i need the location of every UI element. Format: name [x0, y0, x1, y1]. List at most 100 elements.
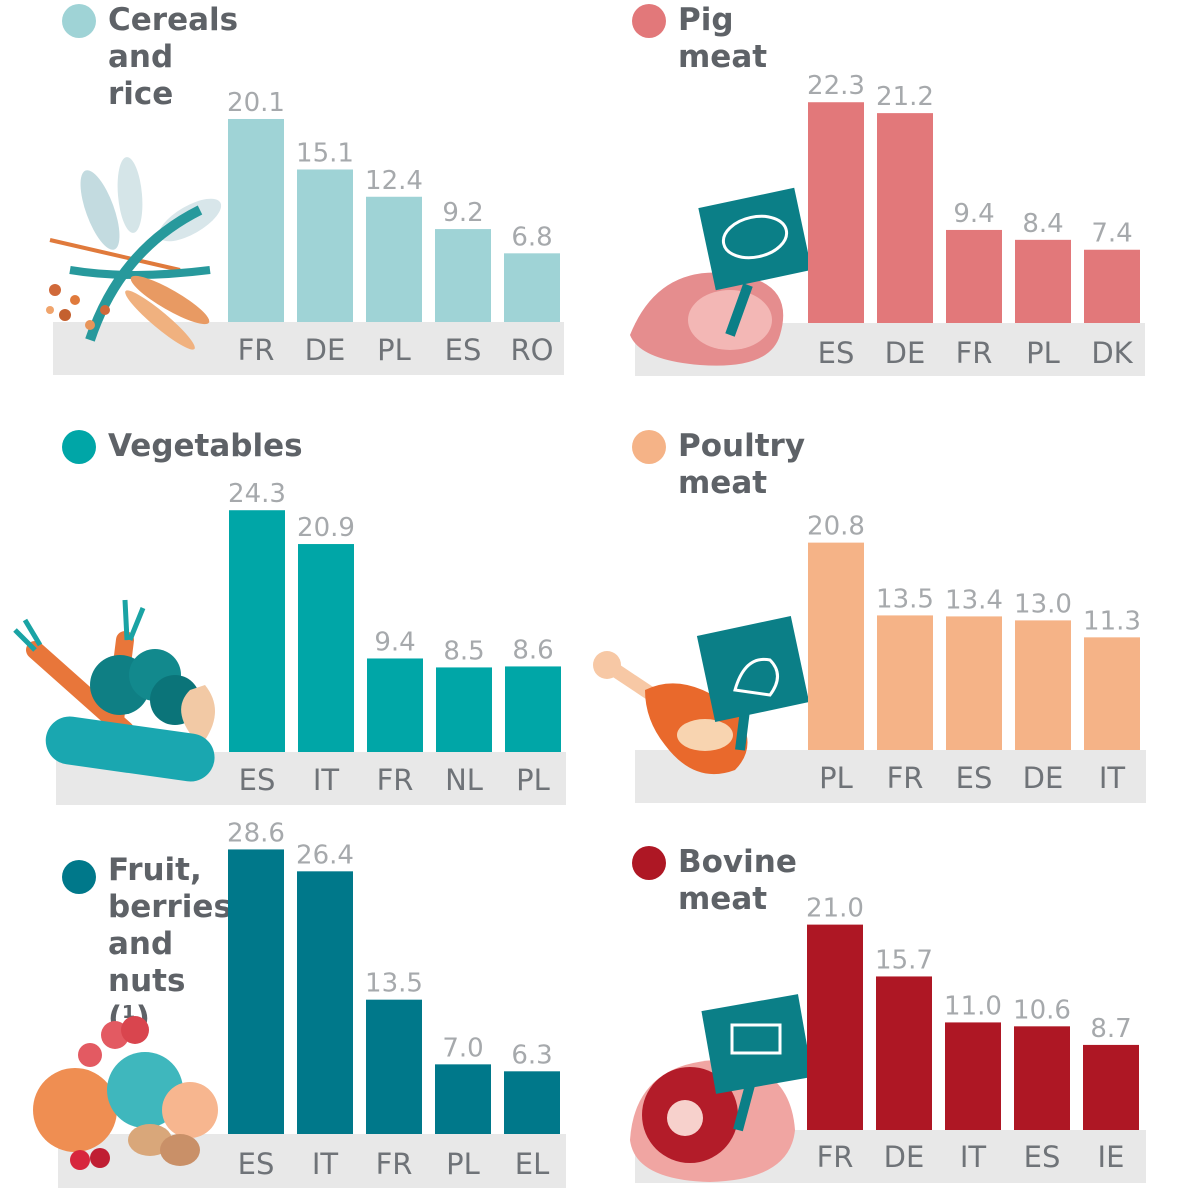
category-label: PL: [516, 763, 550, 797]
category-label: ES: [238, 1147, 275, 1181]
bar-it: [1084, 637, 1140, 750]
bar-fr: [367, 658, 423, 752]
bar-fr: [366, 999, 422, 1134]
bar-pl: [808, 542, 864, 750]
bar-es: [228, 849, 284, 1134]
bar-dk: [1084, 249, 1140, 323]
value-label: 20.9: [297, 513, 355, 543]
category-strip: [53, 322, 564, 375]
cow-sign-icon: [630, 994, 813, 1182]
legend-dot: [632, 430, 666, 464]
bar-it: [298, 544, 354, 752]
bar-nl: [436, 667, 492, 752]
panel-title: Cereals and rice: [108, 2, 239, 112]
category-label: ES: [956, 761, 993, 795]
category-label: DE: [305, 333, 346, 367]
value-label: 15.7: [875, 945, 933, 975]
value-label: 26.4: [296, 840, 354, 870]
bar-es: [435, 229, 491, 322]
category-label: ES: [445, 333, 482, 367]
value-label: 11.0: [944, 991, 1002, 1021]
bar-ro: [504, 253, 560, 322]
legend-dot: [62, 430, 96, 464]
category-label: EL: [515, 1147, 549, 1181]
panel-title: Pig meat: [678, 2, 768, 75]
fruit-icon: [33, 1016, 218, 1170]
category-label: ES: [239, 763, 276, 797]
value-label: 12.4: [365, 166, 423, 196]
bar-es: [229, 510, 285, 752]
category-label: FR: [817, 1140, 854, 1174]
bar-it: [297, 871, 353, 1134]
bar-de: [1015, 620, 1071, 750]
bar-es: [946, 616, 1002, 750]
value-label: 7.4: [1091, 219, 1132, 249]
bar-it: [945, 1022, 1001, 1130]
category-label: FR: [377, 763, 414, 797]
value-label: 13.4: [945, 585, 1003, 615]
title-line: nuts (¹): [108, 963, 186, 1036]
value-label: 11.3: [1083, 606, 1141, 636]
value-label: 9.4: [953, 199, 994, 229]
value-label: 13.5: [876, 584, 934, 614]
category-label: NL: [445, 763, 483, 797]
category-label: ES: [818, 336, 855, 370]
bar-pl: [505, 666, 561, 752]
panel-title: Fruit, berries and nuts (¹): [108, 852, 238, 1037]
category-label: FR: [376, 1147, 413, 1181]
bar-chart: 22.3 ES 21.2 DE 9.4 FR 8.4 PL 7.4 DK: [807, 71, 1140, 370]
value-label: 24.3: [228, 479, 286, 509]
category-label: PL: [446, 1147, 480, 1181]
value-label: 8.7: [1090, 1014, 1131, 1044]
panel-header: Cereals and rice: [62, 2, 238, 113]
category-label: FR: [238, 333, 275, 367]
value-label: 21.2: [876, 82, 934, 112]
panel-title: Bovine meat: [678, 844, 797, 917]
bar-ie: [1083, 1044, 1139, 1130]
category-label: IT: [1099, 761, 1126, 795]
panel-header: Bovine meat: [632, 844, 797, 918]
panel-header: Pig meat: [632, 2, 767, 76]
value-label: 21.0: [806, 894, 864, 924]
bar-chart: 28.6 ES 26.4 IT 13.5 FR 7.0 PL 6.3 EL: [227, 818, 560, 1181]
bar-fr: [946, 229, 1002, 323]
bar-fr: [807, 924, 863, 1130]
legend-dot: [62, 4, 96, 38]
panel-title: Poultry meat: [678, 428, 806, 501]
bar-de: [876, 976, 932, 1130]
value-label: 8.5: [443, 636, 484, 666]
panel-header: Vegetables: [62, 428, 303, 465]
legend-dot: [632, 846, 666, 880]
value-label: 10.6: [1013, 995, 1071, 1025]
bar-pl: [435, 1064, 491, 1134]
category-label: DE: [1023, 761, 1064, 795]
category-label: FR: [887, 761, 924, 795]
legend-dot: [632, 4, 666, 38]
category-label: PL: [377, 333, 411, 367]
category-label: ES: [1024, 1140, 1061, 1174]
category-label: IT: [313, 763, 340, 797]
bar-pl: [366, 196, 422, 322]
title-line: Fruit,: [108, 852, 202, 888]
bar-es: [808, 102, 864, 323]
value-label: 8.4: [1022, 209, 1063, 239]
value-label: 7.0: [442, 1033, 483, 1063]
title-line: berries: [108, 889, 232, 925]
title-line: and: [108, 926, 174, 962]
panel-header: Poultry meat: [632, 428, 805, 502]
value-label: 13.5: [365, 969, 423, 999]
value-label: 9.2: [442, 198, 483, 228]
category-label: FR: [956, 336, 993, 370]
bar-es: [1014, 1026, 1070, 1130]
bar-chart: 20.8 PL 13.5 FR 13.4 ES 13.0 DE 11.3 IT: [807, 512, 1141, 795]
category-label: PL: [1026, 336, 1060, 370]
panel-title: Vegetables: [108, 428, 303, 464]
bar-chart: 20.1 FR 15.1 DE 12.4 PL 9.2 ES 6.8 RO: [227, 88, 560, 367]
rooster-sign-icon: [593, 615, 810, 775]
value-label: 15.1: [296, 138, 354, 168]
bar-pl: [1015, 239, 1071, 323]
value-label: 20.1: [227, 88, 285, 118]
category-label: DE: [884, 1140, 925, 1174]
value-label: 22.3: [807, 71, 865, 101]
